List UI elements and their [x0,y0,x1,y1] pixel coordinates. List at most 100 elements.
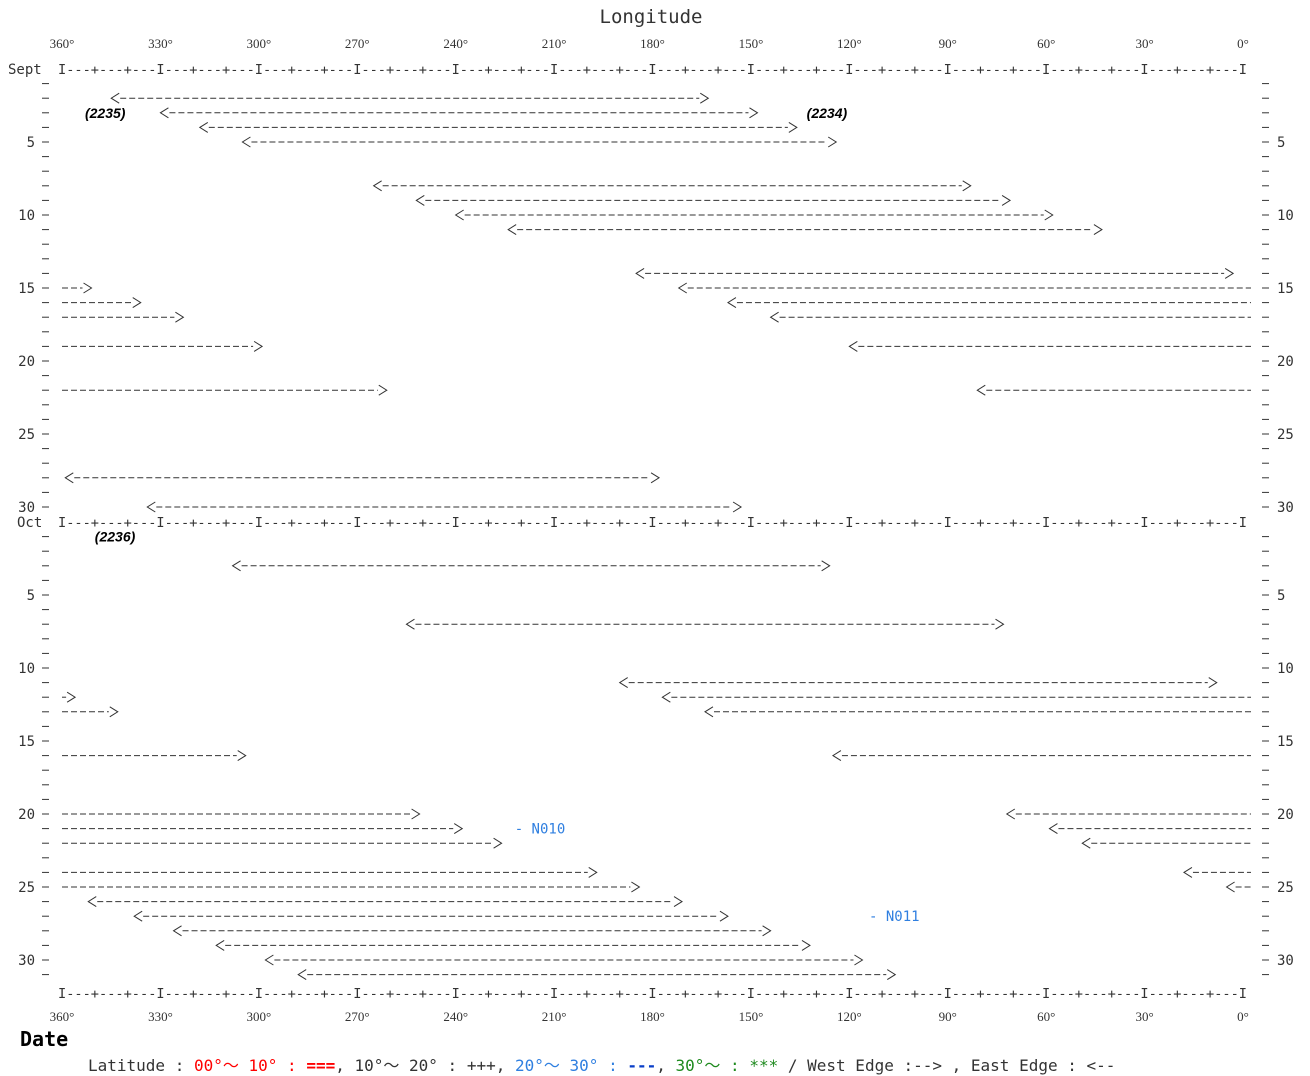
legend-slash: / [788,1056,807,1075]
y-axis-label: Date [20,1027,68,1051]
coverage-span [454,209,1054,221]
bottom-tick-label: 30° [1135,1009,1153,1024]
coverage-span [62,881,641,893]
day-label-left: 30 [18,500,35,516]
west-edge-arrow [378,384,388,396]
rotation-labels: (2235) (2234) (2236) [85,105,848,545]
top-tick-label: 60° [1037,36,1055,51]
west-edge-arrow [588,866,598,878]
top-tick-label: 90° [939,36,957,51]
day-label-right: 15 [1277,281,1294,297]
top-tick-label: 360° [50,36,75,51]
coverage-span [231,560,831,572]
west-edge-arrow [821,560,831,572]
east-edge-arrow [677,282,688,294]
east-edge-arrow [146,501,156,513]
month-rulers: I---+---+---I---+---+---I---+---+---I---… [58,63,1247,1002]
coverage-span [831,750,1251,762]
legend-range: 10°～ 20° [354,1056,437,1075]
rotation-label: (2235) [85,105,126,121]
west-edge-arrow [886,969,897,981]
coverage-span [769,311,1251,323]
west-edge-arrow [237,750,247,762]
legend-sep: : [277,1056,306,1075]
coverage-span [64,472,661,484]
day-tick-marks [42,83,1269,976]
coverage-span [62,837,503,849]
bottom-tick-label: 360° [50,1009,75,1024]
coverage-span [62,866,598,878]
legend-symbol: === [306,1056,335,1075]
day-label-right: 10 [1277,208,1294,224]
coverage-span [215,939,811,951]
legend-range: 20°～ 30° [515,1056,598,1075]
legend-sep: : [438,1056,467,1075]
day-label-right: 5 [1277,135,1285,151]
legend-symbol: --- [627,1056,656,1075]
day-label-right: 15 [1277,734,1294,750]
coverage-span [661,691,1251,703]
west-edge-arrow [700,92,710,104]
legend-edges: West Edge :--> , East Edge : <-- [807,1056,1115,1075]
bottom-tick-label: 210° [542,1009,567,1024]
top-tick-label: 180° [640,36,665,51]
ruler-oct: I---+---+---I---+---+---I---+---+---I---… [58,516,1247,531]
coverage-span [1225,881,1251,893]
day-label-left: 5 [27,588,35,604]
east-edge-arrow [297,969,307,981]
day-label-left: 25 [18,880,35,896]
west-edge-arrow [132,297,142,309]
coverage-span [62,340,264,352]
east-edge-arrow [1081,837,1091,849]
coverage-span [87,896,683,908]
east-edge-arrow [976,384,986,396]
coverage-span [1048,823,1251,835]
bottom-axis-ticks: 360° 330° 300° 270° 240° 210° 180° 150° 120° 90° 6… [50,1009,1249,1024]
coverage-span [62,808,421,820]
coverage-span [372,180,972,192]
bottom-tick-label: 330° [148,1009,173,1024]
east-edge-arrow [704,706,714,718]
day-labels: 5 5 10 10 15 15 20 20 25 25 30 30 5 5 10 10 15 15 20 20 25 25… [18,135,1294,969]
west-edge-arrow [493,837,503,849]
east-edge-arrow [831,750,842,762]
west-edge-arrow [854,954,864,966]
east-edge-arrow [241,136,251,148]
east-edge-arrow [198,121,209,133]
coverage-span [110,92,710,104]
top-tick-label: 300° [246,36,271,51]
west-edge-arrow [788,121,798,133]
coverage-span [727,297,1251,309]
day-label-right: 20 [1277,807,1294,823]
east-edge-arrow [769,311,779,323]
day-label-right: 30 [1277,953,1294,969]
east-edge-arrow [507,224,517,236]
note-label: - N011 [869,909,920,925]
legend-tail: , [335,1056,354,1075]
day-label-right: 30 [1277,500,1294,516]
day-label-left: 25 [18,427,35,443]
day-label-left: 30 [18,953,35,969]
day-label-right: 20 [1277,354,1294,370]
top-tick-label: 150° [739,36,764,51]
coverage-span [297,969,897,981]
coverage-span [62,384,388,396]
day-label-right: 25 [1277,880,1294,896]
legend-tail: , [656,1056,675,1075]
west-edge-arrow [1208,677,1218,689]
east-edge-arrow [1048,823,1058,835]
rotation-label: (2234) [807,105,848,121]
legend-tail: , [496,1056,515,1075]
day-label-left: 15 [18,734,35,750]
coverage-span [848,340,1251,352]
day-label-left: 20 [18,807,35,823]
coverage-span [62,823,464,835]
day-label-right: 10 [1277,661,1294,677]
east-edge-arrow [172,925,182,937]
east-edge-arrow [1225,881,1235,893]
day-label-right: 5 [1277,588,1285,604]
month-label-oct: Oct [17,515,42,531]
ruler-bottom: I---+---+---I---+---+---I---+---+---I---… [58,987,1247,1002]
coverage-span [62,750,247,762]
east-edge-arrow [454,209,464,221]
